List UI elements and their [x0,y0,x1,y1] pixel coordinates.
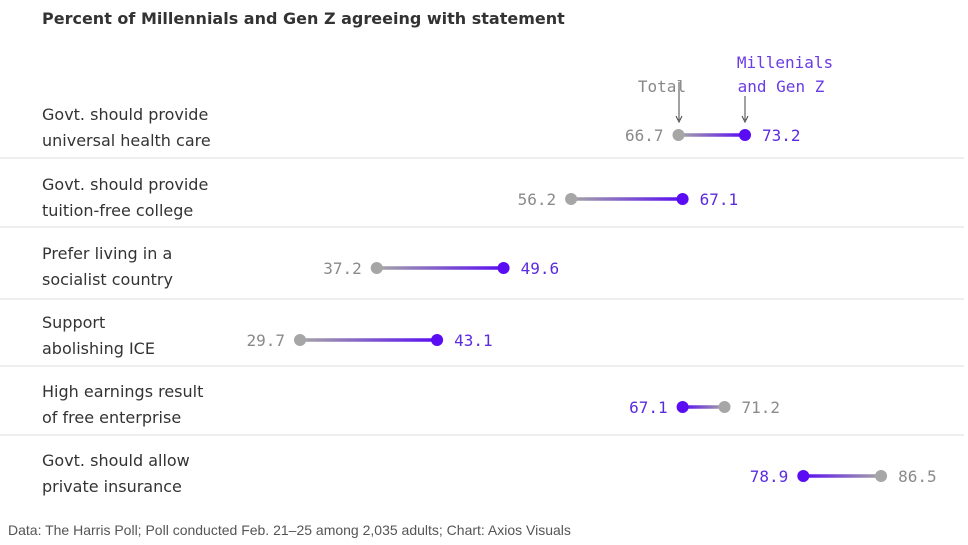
millennials-value-label: 49.6 [521,259,560,278]
millennials-dot [676,193,689,205]
legend-millennials-line2: and Gen Z [738,77,825,96]
legend-millennials-arrow-head [741,115,749,124]
category-label: abolishing ICE [42,339,155,358]
total-dot [294,334,306,346]
total-dot [718,401,731,413]
category-label: tuition-free college [42,201,193,220]
millennials-dot [497,262,510,274]
total-value-label: 37.2 [323,259,362,278]
total-dot [875,470,888,482]
millennials-value-label: 73.2 [762,126,801,145]
legend-total: Total [638,77,686,96]
millennials-value-label: 78.9 [750,467,789,486]
millennials-value-label: 67.1 [700,190,739,209]
category-label: of free enterprise [42,408,181,427]
total-value-label: 86.5 [898,467,937,486]
source-note: Data: The Harris Poll; Poll conducted Fe… [8,522,571,538]
total-dot [565,193,578,205]
millennials-value-label: 43.1 [454,331,493,350]
total-dot [370,262,383,274]
millennials-dot [676,401,689,413]
millennials-value-label: 67.1 [629,398,668,417]
total-dot [672,129,685,141]
legend-total-arrow-head [675,115,683,124]
category-label: Support [42,313,105,332]
category-label: private insurance [42,477,182,496]
category-label: Govt. should provide [42,175,208,194]
millennials-dot [739,129,752,141]
millennials-dot [797,470,810,482]
chart-title: Percent of Millennials and Gen Z agreein… [42,9,565,28]
category-label: socialist country [42,270,173,289]
category-label: High earnings result [42,382,203,401]
category-label: Prefer living in a [42,244,172,263]
legend-millennials-line1: Millenials [737,53,833,72]
total-value-label: 56.2 [518,190,557,209]
total-value-label: 29.7 [246,331,285,350]
category-label: Govt. should provide [42,105,208,124]
category-label: Govt. should allow [42,451,190,470]
total-value-label: 71.2 [742,398,781,417]
millennials-dot [431,334,444,346]
total-value-label: 66.7 [625,126,664,145]
category-label: universal health care [42,131,211,150]
